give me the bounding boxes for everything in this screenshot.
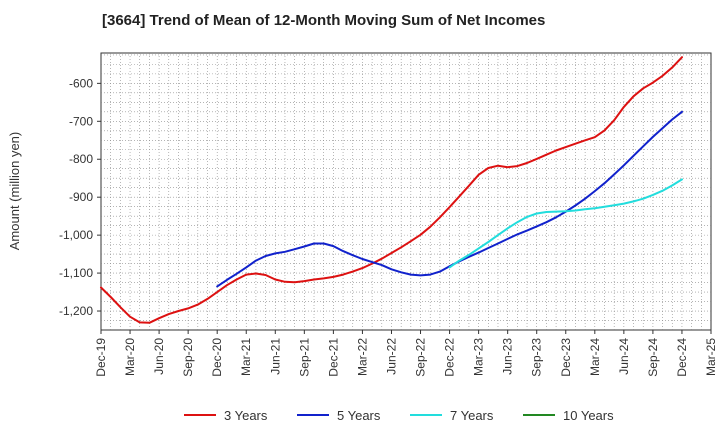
- series-layer: [100, 56, 683, 324]
- x-tick-label: Sep-24: [646, 338, 660, 377]
- x-tick-label: Sep-23: [530, 338, 544, 377]
- y-axis-ticks: -1,200 -1,100 -1,000 -900 -800 -700 -600: [59, 76, 101, 318]
- x-tick-label: Sep-22: [414, 338, 428, 377]
- series-line: [100, 56, 683, 324]
- x-tick-label: Mar-24: [588, 338, 602, 376]
- legend: 3 Years 5 Years 7 Years 10 Years: [184, 408, 614, 423]
- y-tick-label: -1,100: [59, 266, 93, 280]
- y-tick-label: -1,000: [59, 228, 93, 242]
- x-tick-label: Dec-20: [210, 338, 224, 377]
- x-tick-label: Jun-24: [617, 338, 631, 375]
- x-tick-label: Dec-24: [675, 338, 689, 377]
- x-tick-label: Mar-25: [704, 338, 718, 376]
- legend-label: 10 Years: [563, 408, 614, 423]
- x-tick-label: Mar-21: [239, 338, 253, 376]
- series-line: [448, 178, 683, 269]
- y-tick-label: -600: [69, 76, 93, 90]
- x-tick-label: Sep-20: [181, 338, 195, 377]
- legend-label: 5 Years: [337, 408, 381, 423]
- legend-label: 3 Years: [224, 408, 268, 423]
- x-tick-label: Jun-22: [384, 338, 398, 375]
- y-tick-label: -800: [69, 152, 93, 166]
- y-tick-label: -1,200: [59, 304, 93, 318]
- x-tick-label: Jun-20: [152, 338, 166, 375]
- grid: [101, 53, 711, 330]
- x-tick-label: Mar-23: [472, 338, 486, 376]
- x-tick-label: Jun-21: [268, 338, 282, 375]
- plot-frame: [100, 52, 712, 331]
- x-tick-label: Sep-21: [297, 338, 311, 377]
- x-tick-label: Dec-23: [559, 338, 573, 377]
- y-tick-label: -900: [69, 190, 93, 204]
- x-tick-label: Dec-19: [94, 338, 108, 377]
- chart-title: [3664] Trend of Mean of 12-Month Moving …: [102, 12, 546, 29]
- legend-label: 7 Years: [450, 408, 494, 423]
- x-tick-label: Mar-20: [123, 338, 137, 376]
- x-tick-label: Dec-21: [326, 338, 340, 377]
- x-tick-label: Jun-23: [501, 338, 515, 375]
- y-axis-label: Amount (million yen): [7, 132, 22, 251]
- x-axis-ticks: Dec-19 Mar-20 Jun-20 Sep-20 Dec-20 Mar-21 Jun-…: [94, 330, 718, 377]
- x-tick-label: Mar-22: [355, 338, 369, 376]
- x-tick-label: Dec-22: [443, 338, 457, 377]
- y-tick-label: -700: [69, 114, 93, 128]
